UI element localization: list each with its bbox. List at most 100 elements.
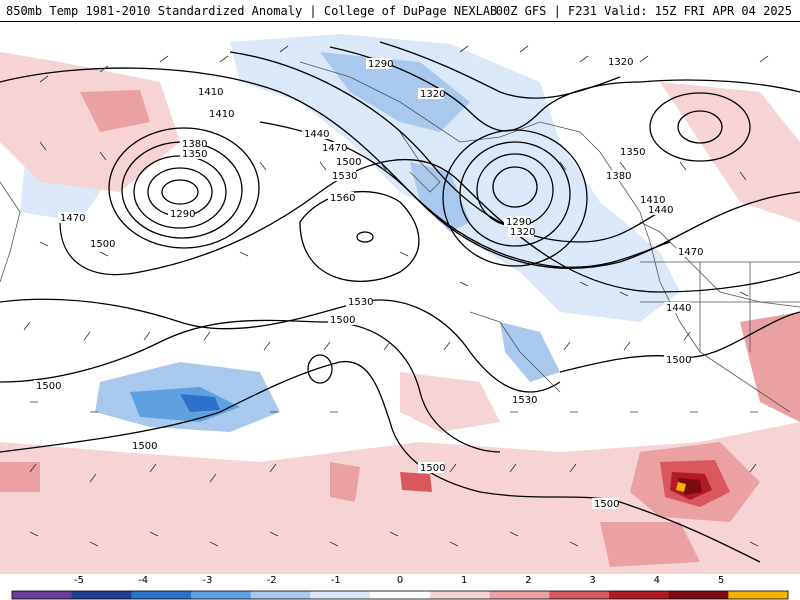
- red-anomaly-area: [400, 472, 432, 492]
- height-contour-line: [229, 51, 661, 243]
- colorbar-segment: [429, 591, 491, 599]
- colorbar-tick-label: -1: [330, 575, 341, 586]
- height-contour-line: [379, 41, 621, 99]
- contour-label: 1500: [330, 315, 355, 326]
- wind-barb: [29, 463, 757, 483]
- contour-label: 1440: [666, 303, 691, 314]
- colorbar-tick-label: -3: [202, 575, 213, 586]
- colorbar-tick-label: -4: [138, 575, 149, 586]
- wind-barb: [39, 141, 747, 181]
- colorbar-segment: [549, 591, 610, 599]
- warm-anomaly-shading: [0, 52, 800, 574]
- height-contour-line: [299, 190, 420, 283]
- wind-barb: [39, 241, 749, 297]
- anomaly-colorbar: -5 -4 -3 -2 -1 0 1 2 3 4 5: [0, 574, 800, 600]
- blue-anomaly-area: [320, 52, 470, 132]
- colorbar-segment: [310, 591, 371, 599]
- coastline: [469, 311, 561, 393]
- wind-barb: [30, 401, 758, 413]
- colorbar-segment: [191, 591, 252, 599]
- colorbar-tick-label: -2: [266, 575, 277, 586]
- contour-label: 1320: [608, 57, 633, 68]
- red-anomaly-area: [330, 462, 360, 502]
- colorbar-segment: [131, 591, 192, 599]
- wind-barbs: [23, 45, 769, 547]
- colorbar-segment: [370, 591, 431, 599]
- contour-label: 1470: [678, 247, 703, 258]
- colorbar-segment: [12, 591, 73, 599]
- state-border: [640, 261, 800, 352]
- colorbar-outline: [11, 590, 789, 600]
- contour-label: 1500: [420, 463, 445, 474]
- colorbar-tick-label: -5: [74, 575, 84, 586]
- height-contour-ring: [649, 92, 751, 162]
- contour-label: 1500: [90, 239, 115, 250]
- height-contour-line: [59, 159, 800, 293]
- wind-barb: [29, 531, 759, 547]
- contour-label: 1380: [606, 171, 631, 182]
- contour-label: 1530: [512, 395, 537, 406]
- blue-anomaly-area: [410, 162, 470, 232]
- colorbar-tick-label: 4: [653, 575, 660, 586]
- red-anomaly-area: [0, 52, 180, 192]
- height-contour-line: [0, 361, 761, 563]
- map-svg: 1290 1320 1320 1410 1410 1380 1350 1290 …: [0, 34, 800, 574]
- colorbar-tick-label: 1: [461, 575, 468, 586]
- colorbar-tick-label: 2: [525, 575, 532, 586]
- contour-labels: 1290 1320 1320 1410 1410 1380 1350 1290 …: [34, 56, 703, 510]
- colorbar-segment: [608, 591, 670, 599]
- contour-label: 1350: [620, 147, 645, 158]
- height-contour-ring: [492, 166, 538, 208]
- contour-label: 1320: [420, 89, 445, 100]
- weather-map: 1290 1320 1320 1410 1410 1380 1350 1290 …: [0, 22, 800, 574]
- colorbar-segment: [728, 591, 789, 599]
- height-contour-ring: [307, 354, 333, 384]
- contour-label: 1410: [640, 195, 665, 206]
- height-contour-ring: [677, 110, 723, 144]
- red-anomaly-area: [0, 462, 40, 492]
- red-anomaly-area: [600, 522, 700, 567]
- colorbar-segment: [71, 591, 132, 599]
- contour-label: 1320: [510, 227, 535, 238]
- height-contour-line: [0, 298, 561, 393]
- contour-label: 1410: [198, 87, 223, 98]
- height-contour-line: [0, 319, 501, 453]
- contour-label: 1290: [368, 59, 393, 70]
- contour-label: 1440: [648, 205, 673, 216]
- contour-label: 1470: [60, 213, 85, 224]
- contour-label: 1410: [209, 109, 234, 120]
- height-contour-line: [329, 46, 800, 132]
- model-valid-time: 00Z GFS | F231 Valid: 15Z FRI APR 04 202…: [495, 4, 792, 18]
- blue-anomaly-area: [500, 322, 560, 382]
- red-anomaly-area: [740, 312, 800, 422]
- wind-barb: [39, 45, 769, 83]
- height-contour-ring: [108, 127, 260, 249]
- blue-anomaly-area: [180, 394, 220, 412]
- colorbar-tick-label: 3: [589, 575, 596, 586]
- colorbar-segment: [250, 591, 311, 599]
- contour-label: 1530: [348, 297, 373, 308]
- red-anomaly-area: [400, 372, 500, 432]
- title-bar: 850mb Temp 1981-2010 Standardized Anomal…: [0, 0, 800, 22]
- colorbar-segment: [668, 591, 729, 599]
- coastline: [399, 131, 441, 193]
- blue-anomaly-area: [130, 387, 240, 422]
- contour-label: 1500: [132, 441, 157, 452]
- contour-label: 1290: [170, 209, 195, 220]
- red-anomaly-area: [80, 90, 150, 132]
- contour-label: 1470: [322, 143, 347, 154]
- contour-label: 1530: [332, 171, 357, 182]
- colorbar-tick-label: 5: [717, 575, 725, 586]
- red-anomaly-area: [0, 422, 800, 574]
- contour-label: 1560: [330, 193, 355, 204]
- contour-label: 1500: [594, 499, 619, 510]
- product-title: 850mb Temp 1981-2010 Standardized Anomal…: [6, 4, 498, 18]
- wind-barb: [23, 321, 691, 351]
- colorbar-strip: [11, 590, 789, 600]
- height-contour-ring: [161, 179, 199, 205]
- contour-label: 1380: [182, 139, 207, 150]
- contour-label: 1500: [36, 381, 61, 392]
- contour-label: 1290: [506, 217, 531, 228]
- red-anomaly-area: [676, 482, 686, 492]
- contour-label: 1350: [182, 149, 207, 160]
